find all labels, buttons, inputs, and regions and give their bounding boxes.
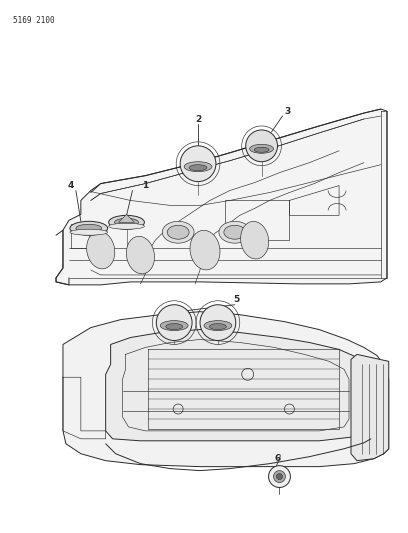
Ellipse shape xyxy=(184,161,212,172)
Ellipse shape xyxy=(76,224,102,232)
Ellipse shape xyxy=(162,221,194,243)
Ellipse shape xyxy=(224,225,246,239)
Ellipse shape xyxy=(166,324,183,329)
Text: 1: 1 xyxy=(142,181,149,190)
Ellipse shape xyxy=(126,236,155,274)
Text: 5: 5 xyxy=(234,295,240,304)
Ellipse shape xyxy=(250,144,273,154)
Ellipse shape xyxy=(109,215,144,229)
Ellipse shape xyxy=(70,221,108,235)
Ellipse shape xyxy=(115,219,138,227)
Polygon shape xyxy=(351,354,389,461)
Ellipse shape xyxy=(86,231,115,269)
Polygon shape xyxy=(119,214,135,222)
Ellipse shape xyxy=(219,221,251,243)
Text: 4: 4 xyxy=(68,181,74,190)
Polygon shape xyxy=(63,312,389,466)
Ellipse shape xyxy=(189,165,207,171)
Ellipse shape xyxy=(190,230,220,270)
Circle shape xyxy=(156,305,192,341)
Circle shape xyxy=(277,474,282,480)
Circle shape xyxy=(246,130,277,161)
Ellipse shape xyxy=(70,229,108,235)
Text: 2: 2 xyxy=(195,115,201,124)
Ellipse shape xyxy=(167,225,189,239)
Polygon shape xyxy=(56,109,387,285)
Polygon shape xyxy=(106,329,371,441)
Ellipse shape xyxy=(109,223,144,229)
Ellipse shape xyxy=(241,221,269,259)
Text: 3: 3 xyxy=(284,107,290,116)
Circle shape xyxy=(200,305,236,341)
Circle shape xyxy=(180,146,216,182)
Ellipse shape xyxy=(204,321,232,330)
Ellipse shape xyxy=(209,324,226,329)
Text: 6: 6 xyxy=(274,454,281,463)
Circle shape xyxy=(268,466,290,488)
Circle shape xyxy=(273,471,286,482)
Ellipse shape xyxy=(254,147,269,152)
Text: 5169 2100: 5169 2100 xyxy=(13,15,55,25)
Ellipse shape xyxy=(160,321,188,330)
